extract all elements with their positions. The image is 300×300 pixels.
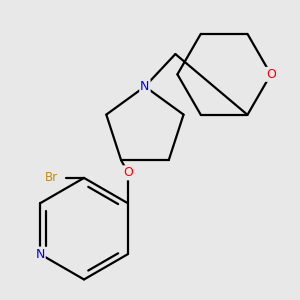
Text: O: O [123, 166, 133, 179]
Text: O: O [266, 68, 276, 81]
Text: N: N [35, 248, 45, 261]
Text: Br: Br [45, 171, 58, 184]
Text: N: N [140, 80, 150, 93]
